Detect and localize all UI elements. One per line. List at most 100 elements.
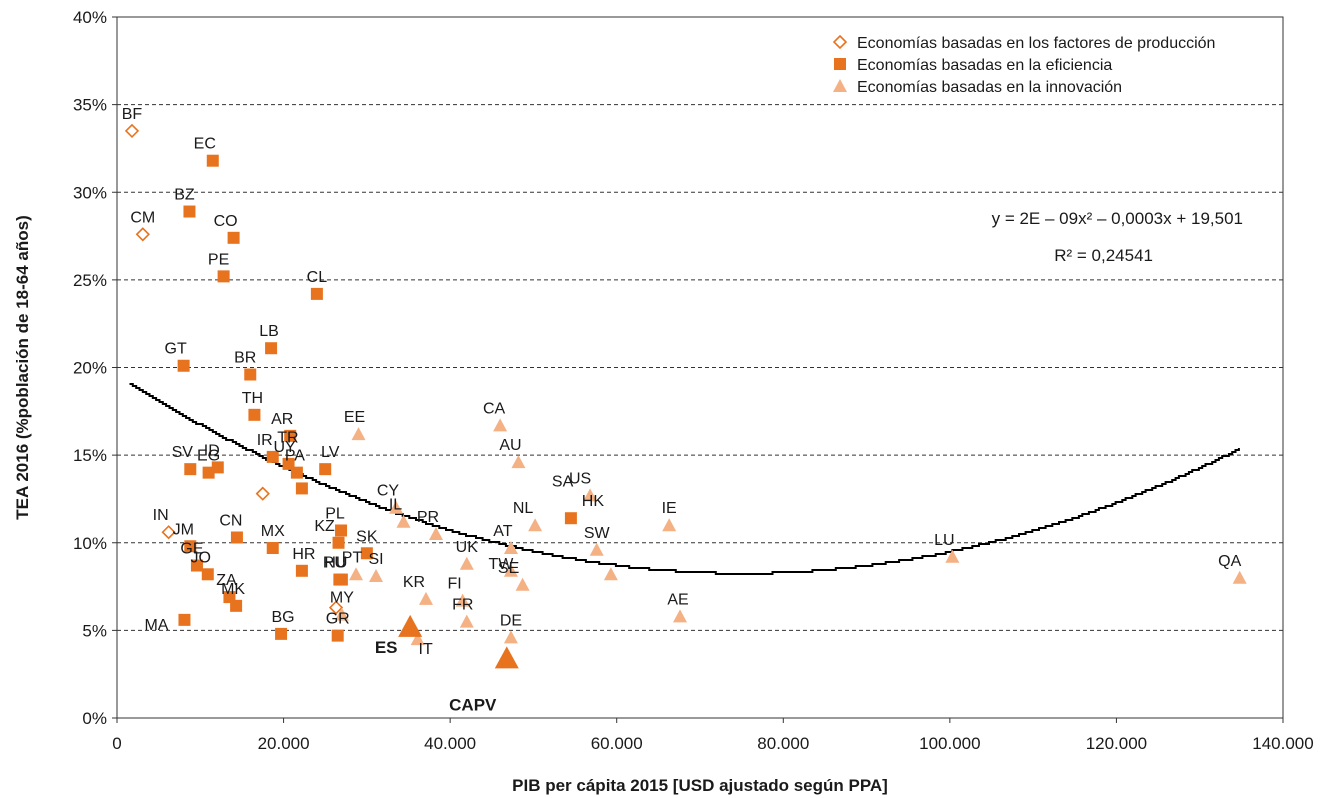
kr-point (418, 591, 433, 605)
br-point (244, 368, 257, 381)
bf-label: BF (122, 106, 143, 123)
au-point (511, 455, 526, 469)
fr-label: FR (452, 597, 473, 614)
lu-point (945, 549, 960, 563)
id-point (211, 461, 224, 474)
fi-label: FI (448, 576, 462, 593)
sv-point (184, 463, 197, 476)
sk-point (360, 547, 373, 560)
x-tick-label: 0 (112, 734, 121, 753)
x-tick-label: 60.000 (591, 734, 643, 753)
my-label: MY (330, 590, 354, 607)
pa-label: PA (285, 448, 305, 465)
x-tick-label: 140.000 (1252, 734, 1313, 753)
ge-point (190, 559, 203, 572)
x-tick-label: 120.000 (1086, 734, 1147, 753)
gt-label: GT (165, 341, 187, 358)
kz-point (332, 536, 345, 549)
ir-point (266, 450, 279, 463)
ca-point (493, 418, 508, 432)
lb-point (265, 342, 278, 355)
lu-label: LU (934, 532, 954, 549)
y-tick-label: 35% (73, 96, 107, 115)
jm-label: JM (173, 521, 194, 538)
ec-label: EC (194, 136, 216, 153)
in-label: IN (153, 507, 169, 524)
qa-point (1232, 570, 1247, 584)
gr-point (331, 629, 344, 642)
ma-label: MA (144, 617, 168, 634)
at-label: AT (493, 523, 512, 540)
qa-label: QA (1218, 553, 1241, 570)
us-point (583, 488, 598, 502)
jm-point (184, 540, 197, 553)
pe-label: PE (208, 251, 229, 268)
sw-point (589, 542, 604, 556)
fi-point (455, 593, 470, 607)
sv-label: SV (172, 444, 194, 461)
legend-label-2: Economías basadas en la eficiencia (857, 57, 1112, 74)
y-tick-label: 0% (82, 709, 107, 728)
us-label: US (569, 470, 591, 487)
x-axis-title: PIB per cápita 2015 [USD ajustado según … (512, 776, 888, 795)
pr-point (428, 526, 443, 540)
hr-label: HR (292, 546, 315, 563)
ru-label: RU (323, 555, 346, 572)
it-label: IT (419, 641, 433, 658)
sk-label: SK (356, 528, 378, 545)
il-label: IL (389, 497, 402, 514)
lv-label: LV (321, 444, 340, 461)
tw-label: TW (489, 556, 515, 573)
pl-label: PL (325, 505, 345, 522)
hk-point (564, 512, 577, 525)
ie-point (662, 518, 677, 532)
ar-point (284, 429, 297, 442)
legend-marker-2 (834, 58, 846, 70)
mx-label: MX (261, 523, 285, 540)
gr-label: GR (326, 611, 350, 628)
tw-point (503, 563, 518, 577)
tr-label: TR (277, 429, 298, 446)
ae-label: AE (667, 591, 688, 608)
nl-label: NL (513, 500, 534, 517)
hu-point (335, 573, 348, 586)
bg-label: BG (272, 609, 295, 626)
cy-point (389, 500, 404, 514)
ge-label: GE (180, 541, 203, 558)
in-point (161, 525, 176, 540)
legend-label-3: Economías basadas en la innovación (857, 79, 1122, 96)
ir-label: IR (257, 432, 273, 449)
nl-point (528, 518, 543, 532)
capv-point (494, 646, 519, 669)
bz-point (183, 205, 196, 218)
legend-marker-3 (833, 79, 847, 92)
pa-point (290, 466, 303, 479)
lb-label: LB (259, 323, 279, 340)
hr-point (295, 564, 308, 577)
cm-point (135, 227, 150, 242)
pl-point (335, 524, 348, 537)
eg-label: EG (197, 448, 220, 465)
id-label: ID (204, 442, 220, 459)
se-label: SE (498, 560, 519, 577)
uk-label: UK (456, 539, 479, 556)
plot-frame (116, 16, 1284, 719)
gt-point (177, 359, 190, 372)
at-point (503, 541, 518, 555)
si-point (369, 569, 384, 583)
lv-point (319, 463, 332, 476)
hu-label: HU (324, 555, 347, 572)
ee-point (351, 427, 366, 441)
ee-label: EE (344, 409, 365, 426)
th-point (248, 408, 261, 421)
th-label: TH (242, 390, 263, 407)
cy-label: CY (377, 483, 400, 500)
pr-label: PR (417, 509, 439, 526)
cl-label: CL (307, 269, 328, 286)
za-label: ZA (216, 572, 237, 589)
cn-point (230, 531, 243, 544)
bz-label: BZ (174, 187, 195, 204)
equation-annotation: y = 2E – 09x² – 0,0003x + 19,501 R² = 0,… (992, 209, 1243, 265)
